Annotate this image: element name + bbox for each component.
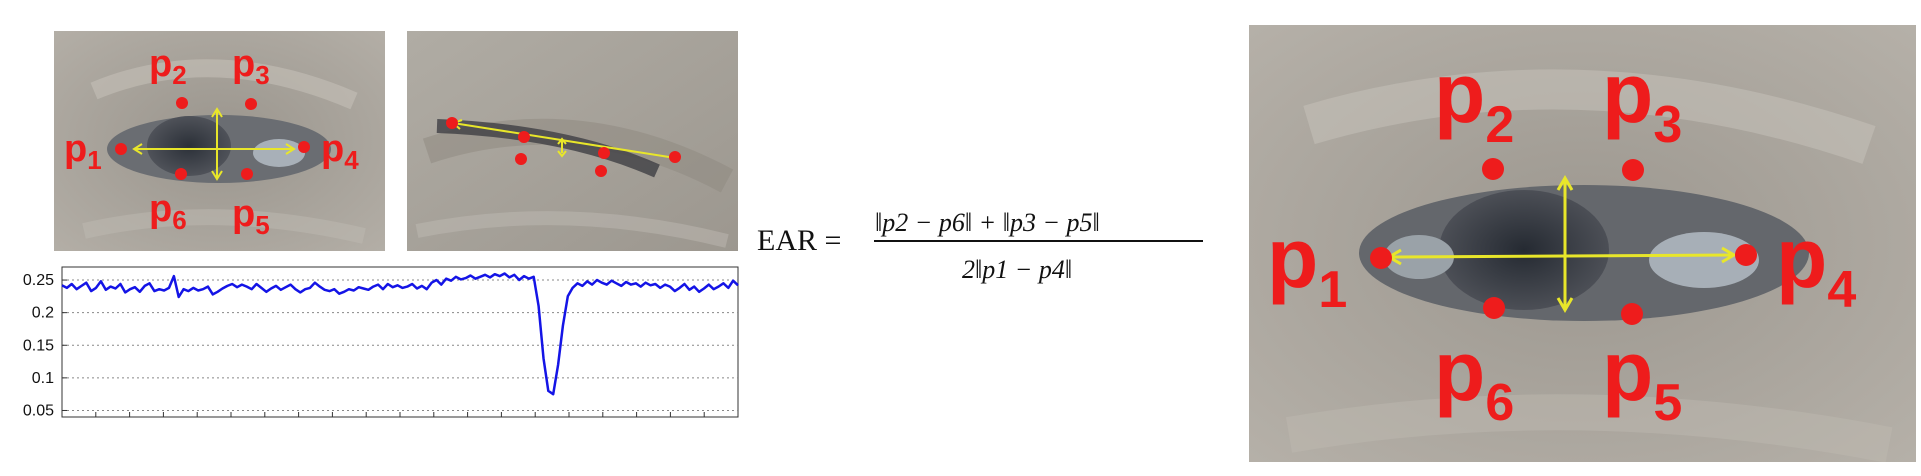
landmark-p4-label: p4 <box>321 128 359 175</box>
arrow-head-down <box>211 170 223 181</box>
landmark-p6-point <box>515 153 527 165</box>
landmark-p5-point <box>241 168 253 180</box>
landmark-p3-point <box>1622 159 1644 181</box>
landmark-p5-point <box>1621 303 1643 325</box>
landmark-p5-point <box>595 165 607 177</box>
landmark-p2-label: p2 <box>149 43 187 90</box>
sclera <box>1649 232 1759 288</box>
landmark-p1-point <box>1370 247 1392 269</box>
landmark-p1-point <box>115 143 127 155</box>
landmark-p5-label: p5 <box>232 193 270 240</box>
landmark-p6-point <box>1483 297 1505 319</box>
cheek-shading <box>82 209 366 244</box>
cheek-shading <box>1285 394 1893 462</box>
chart-svg: 0.25 0.2 0.15 0.1 0.05 <box>23 266 739 419</box>
arrow-head-up <box>211 107 223 118</box>
arrow-head-down <box>557 150 567 158</box>
y-tick-label: 0.25 <box>23 272 54 289</box>
formula-denominator: 2‖p1 − p4‖ <box>962 255 1072 284</box>
landmark-p5-label: p5 <box>1602 324 1682 432</box>
y-tick-label: 0.05 <box>23 402 54 419</box>
landmark-p4-point <box>1735 244 1757 266</box>
landmark-p6-label: p6 <box>1434 324 1514 432</box>
arrow-head-down <box>1556 297 1574 313</box>
y-tick-label: 0.15 <box>23 337 54 354</box>
landmark-p3-point <box>598 147 610 159</box>
landmark-p2-label: p2 <box>1434 46 1514 154</box>
y-tick-label: 0.2 <box>32 305 54 322</box>
arrow-head-up <box>1556 175 1574 191</box>
arrow-head-right <box>285 143 296 155</box>
sclera <box>253 139 305 167</box>
ear-series-line <box>61 272 739 396</box>
landmark-p3-label: p3 <box>1602 46 1682 154</box>
landmark-p6-label: p6 <box>149 188 187 235</box>
landmark-points <box>1370 158 1757 325</box>
open-eye-illustration: p1 p2 p3 p4 p5 p6 <box>54 31 385 251</box>
distance-arrows <box>1386 175 1737 313</box>
landmark-p4-label: p4 <box>1776 211 1856 319</box>
landmark-p2-point <box>518 131 530 143</box>
brow-shading <box>1303 69 1876 164</box>
ear-line-chart: 0.25 0.2 0.15 0.1 0.05 <box>0 263 742 421</box>
enlarged-eye-illustration: p1 p2 p3 p4 p5 p6 <box>1249 25 1916 462</box>
distance-arrows <box>132 107 296 181</box>
iris <box>1439 190 1609 310</box>
landmark-p1-label: p1 <box>1267 211 1347 319</box>
landmark-points <box>115 97 310 180</box>
landmark-p4-point <box>298 141 310 153</box>
landmark-p6-point <box>175 168 187 180</box>
lid-shading <box>422 118 734 193</box>
plot-area <box>61 266 739 418</box>
formula-lhs: EAR = <box>757 224 841 257</box>
landmark-p1-label: p1 <box>64 128 102 175</box>
landmark-p2-point <box>176 97 188 109</box>
landmark-p3-label: p3 <box>232 43 270 90</box>
arrow-head-right <box>1721 246 1737 264</box>
closed-eye-illustration <box>407 31 738 251</box>
closed-eye-panel <box>407 31 738 251</box>
formula-svg: EAR = ‖p2 − p6‖ + ‖p3 − p5‖ 2‖p1 − p4‖ <box>757 208 1203 284</box>
open-eye-panel: p1 p2 p3 p4 p5 p6 <box>54 31 385 251</box>
cheek-shading <box>415 211 729 248</box>
brow-shading <box>90 59 358 110</box>
landmark-p1-point <box>446 117 458 129</box>
formula-numerator: ‖p2 − p6‖ + ‖p3 − p5‖ <box>875 208 1100 237</box>
arrow-head-left <box>132 143 143 155</box>
landmark-p2-point <box>1482 158 1504 180</box>
landmark-points <box>446 117 681 177</box>
y-tick-label: 0.1 <box>32 370 54 387</box>
ear-formula: EAR = ‖p2 − p6‖ + ‖p3 − p5‖ 2‖p1 − p4‖ <box>757 193 1212 293</box>
landmark-p3-point <box>245 98 257 110</box>
distance-arrows <box>451 119 670 158</box>
horizontal-arrow <box>1388 253 1735 259</box>
enlarged-eye-panel: p1 p2 p3 p4 p5 p6 <box>1249 25 1916 462</box>
landmark-p4-point <box>669 151 681 163</box>
arrow-head-up <box>557 137 567 145</box>
iris <box>147 116 231 176</box>
